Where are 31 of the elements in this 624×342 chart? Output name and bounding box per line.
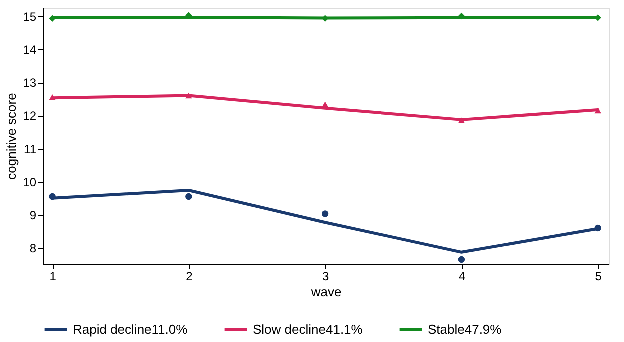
point (458, 12, 466, 20)
point (594, 224, 602, 232)
y-tick-label: 13 (23, 76, 37, 90)
point (49, 193, 56, 200)
x-tick-label: 4 (458, 270, 466, 284)
point (186, 193, 192, 200)
x-tick-label: 3 (322, 270, 330, 284)
y-tick-label: 10 (23, 175, 37, 190)
point (458, 118, 466, 124)
point (322, 210, 329, 218)
y-tick-label: 8 (30, 242, 37, 256)
x-tick-label: 1 (50, 270, 57, 284)
y-tick-label: 14 (23, 42, 37, 57)
y-tick-label: 11 (24, 142, 37, 156)
point (458, 256, 466, 264)
legend-label: Stable47.9% (428, 322, 502, 337)
point (322, 15, 329, 22)
y-tick-label: 15 (23, 10, 37, 24)
legend-label: Slow decline41.1% (253, 322, 364, 337)
y-tick-label: 9 (30, 208, 37, 222)
x-tick-label: 2 (186, 270, 194, 284)
x-axis-title: wave (310, 284, 342, 300)
y-tick-label: 12 (23, 109, 37, 124)
legend-label: Rapid decline11.0% (73, 322, 188, 337)
x-tick-label: 5 (595, 270, 602, 284)
point (594, 108, 602, 114)
point (49, 94, 56, 100)
point (186, 92, 192, 99)
point (322, 102, 329, 108)
y-axis-title: cognitive score (4, 93, 20, 180)
point (49, 15, 56, 22)
